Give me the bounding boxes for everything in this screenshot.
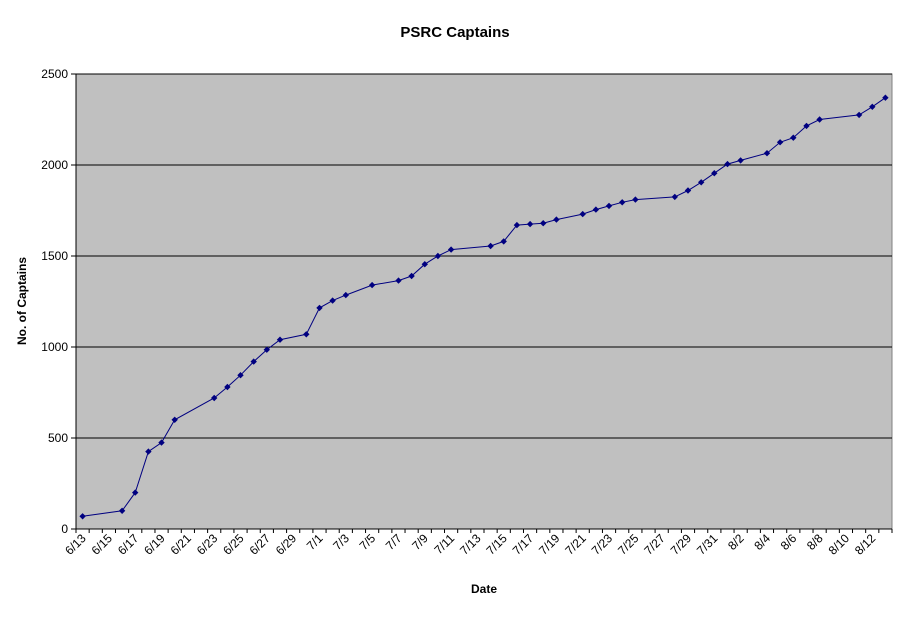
data-point-37 [724, 160, 731, 168]
x-tick-label-17: 7/17 [510, 531, 537, 558]
data-point-25 [526, 220, 534, 228]
x-tick-label-28: 8/8 [804, 531, 826, 553]
data-point-29 [592, 206, 600, 213]
y-tick-label-0: 0 [61, 522, 68, 536]
data-point-36 [711, 170, 718, 177]
y-tick-label-2: 1000 [41, 340, 68, 354]
data-point-23 [500, 238, 507, 245]
data-point-13 [316, 304, 323, 312]
data-point-18 [408, 272, 415, 280]
data-point-8 [237, 372, 244, 379]
gridlines [76, 73, 892, 439]
data-point-32 [632, 196, 639, 203]
data-point-27 [553, 216, 560, 223]
data-point-22 [487, 242, 494, 250]
data-point-17 [395, 277, 402, 284]
x-tick-label-9: 7/1 [304, 531, 326, 553]
x-tick-label-14: 7/11 [431, 531, 457, 557]
data-point-43 [816, 116, 823, 123]
data-point-30 [605, 202, 613, 210]
data-point-7 [224, 383, 231, 391]
x-tick-label-4: 6/21 [168, 531, 195, 558]
y-tick-label-1: 500 [48, 431, 68, 445]
x-tick-label-26: 8/4 [751, 531, 773, 553]
x-tick-label-24: 7/31 [694, 531, 721, 558]
data-point-14 [329, 297, 336, 304]
data-point-1 [118, 507, 126, 514]
x-tick-label-30: 8/12 [852, 531, 879, 558]
data-point-15 [342, 291, 349, 299]
data-point-20 [434, 252, 442, 260]
y-tick-label-3: 1500 [41, 249, 68, 263]
x-tick-label-13: 7/9 [409, 531, 431, 553]
data-series [79, 94, 889, 520]
data-point-3 [145, 448, 152, 455]
x-tick-label-3: 6/19 [141, 531, 168, 558]
data-point-35 [698, 179, 705, 186]
data-point-5 [171, 416, 178, 423]
data-point-34 [684, 187, 692, 194]
data-point-39 [763, 150, 771, 157]
data-point-6 [211, 394, 218, 402]
x-tick-label-11: 7/5 [357, 531, 379, 553]
x-tick-label-16: 7/15 [483, 531, 510, 558]
x-axis-title: Date [471, 582, 497, 596]
data-point-24 [513, 221, 521, 229]
data-point-16 [368, 281, 376, 289]
x-tick-label-21: 7/25 [615, 531, 642, 558]
data-point-0 [79, 513, 86, 520]
x-tick-label-19: 7/21 [562, 531, 589, 558]
data-point-38 [737, 157, 744, 164]
x-tick-label-6: 6/25 [220, 531, 247, 558]
x-tick-label-23: 7/29 [668, 531, 695, 558]
data-point-45 [869, 103, 876, 110]
data-point-12 [303, 331, 310, 338]
data-point-42 [803, 122, 810, 130]
data-point-44 [855, 111, 863, 119]
data-point-28 [579, 210, 586, 218]
x-tick-label-27: 8/6 [778, 531, 800, 553]
x-tick-label-8: 6/29 [273, 531, 300, 558]
data-point-11 [276, 336, 284, 343]
chart-title: PSRC Captains [400, 24, 509, 41]
x-tick-label-25: 8/2 [725, 531, 747, 553]
data-point-33 [671, 193, 678, 201]
data-point-26 [540, 220, 547, 227]
data-point-21 [447, 246, 455, 253]
x-tick-label-12: 7/7 [383, 531, 405, 553]
x-tick-label-10: 7/3 [330, 531, 352, 553]
y-axis-title: No. of Captains [15, 257, 29, 345]
data-point-10 [263, 346, 270, 353]
x-tick-label-2: 6/17 [115, 531, 142, 558]
plot-area [75, 73, 893, 530]
data-point-41 [790, 134, 797, 141]
x-tick-label-1: 6/15 [89, 531, 116, 558]
y-axis-ticks: 0 500 1000 1500 2000 2500 [41, 67, 76, 536]
data-point-4 [158, 439, 165, 446]
data-point-31 [619, 199, 626, 206]
x-tick-label-22: 7/27 [641, 531, 668, 558]
data-point-2 [132, 489, 139, 496]
x-tick-label-18: 7/19 [536, 531, 563, 558]
x-tick-label-20: 7/23 [589, 531, 616, 558]
x-tick-label-7: 6/27 [247, 531, 274, 558]
data-point-40 [776, 139, 784, 146]
x-tick-label-29: 8/10 [826, 531, 853, 558]
data-point-46 [882, 94, 889, 101]
y-tick-label-4: 2000 [41, 158, 68, 172]
data-point-19 [421, 261, 428, 268]
y-tick-label-5: 2500 [41, 67, 68, 81]
x-tick-label-5: 6/23 [194, 531, 221, 558]
data-point-9 [250, 358, 257, 365]
x-axis-ticks: 6/13 6/15 6/17 6/19 6/21 6/23 6/25 6/27 6/29 7/1 7… [62, 529, 893, 558]
x-tick-label-15: 7/13 [457, 531, 484, 558]
